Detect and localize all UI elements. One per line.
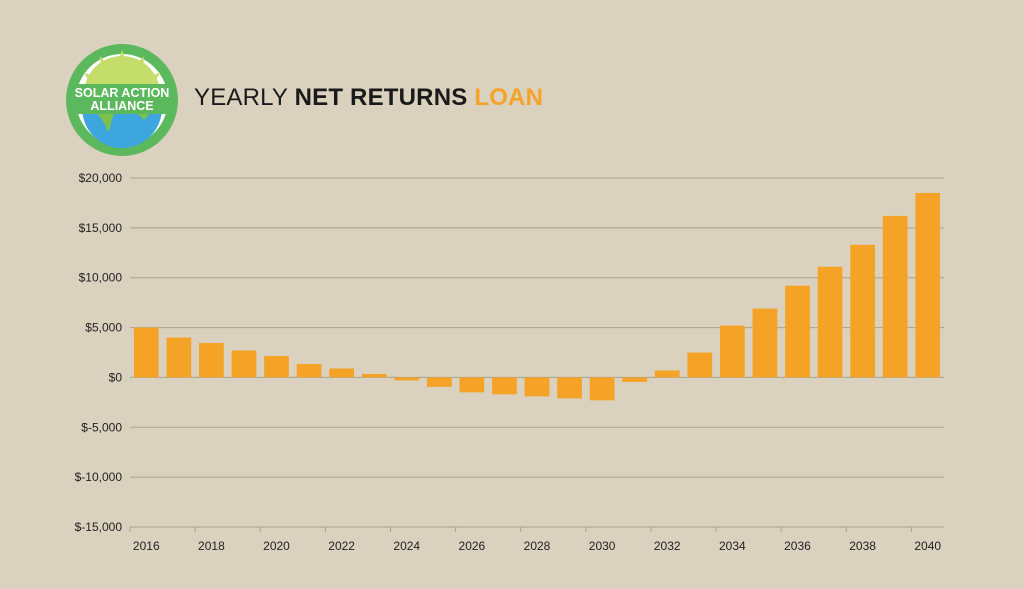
title-part-yearly: YEARLY: [194, 84, 288, 111]
bar-2038: [850, 244, 875, 378]
x-tick-label: 2034: [719, 539, 746, 553]
bar-2030: [589, 377, 615, 401]
bar-2026: [459, 377, 485, 393]
bar-2022: [329, 368, 355, 378]
bar-2024: [394, 377, 420, 381]
x-tick-label: 2022: [328, 539, 355, 553]
bar-2037: [817, 266, 843, 378]
x-tick-label: 2026: [459, 539, 486, 553]
x-axis: [129, 526, 944, 532]
bar-2025: [426, 377, 452, 387]
x-tick-label: 2018: [198, 539, 225, 553]
x-tick-label: 2032: [654, 539, 681, 553]
title-part-loan: LOAN: [474, 84, 544, 111]
title-part-net-returns: NET RETURNS: [294, 84, 468, 111]
y-tick-label: $10,000: [79, 271, 123, 285]
y-tick-label: $20,000: [79, 171, 123, 185]
bar-2032: [654, 370, 680, 378]
x-tick-label: 2024: [393, 539, 420, 553]
bar-2021: [296, 363, 322, 378]
bar-2018: [199, 343, 224, 378]
y-tick-label: $15,000: [79, 221, 123, 235]
y-tick-label: $-5,000: [81, 420, 122, 434]
y-tick-label: $-15,000: [75, 520, 123, 534]
y-tick-label: $-10,000: [75, 470, 123, 484]
bar-2031: [622, 377, 648, 382]
y-tick-label: $5,000: [85, 321, 122, 335]
bar-2033: [687, 352, 713, 378]
bar-2039: [882, 215, 908, 378]
x-axis-tick-labels: 2016 2018 2020 2022 2024 2026 2028 2030 2032 2034…: [133, 539, 941, 553]
x-tick-label: 2028: [524, 539, 551, 553]
page-title: YEARLY NET RETURNS LOAN: [194, 84, 543, 112]
bar-2040: [915, 192, 941, 378]
bar-2029: [557, 377, 582, 399]
solar-action-alliance-logo: SOLAR ACTION ALLIANCE: [66, 44, 178, 156]
bar-2016: [133, 327, 159, 378]
y-axis-tick-labels: $20,000 $15,000 $10,000 $5,000 $0 $-5,000 $-10…: [75, 171, 123, 534]
bar-2027: [492, 377, 517, 395]
bar-2035: [752, 308, 778, 378]
x-tick-label: 2030: [589, 539, 616, 553]
bar-2023: [361, 373, 387, 378]
bar-2017: [166, 337, 192, 378]
x-tick-label: 2016: [133, 539, 160, 553]
bar-2028: [524, 377, 550, 397]
bar-2034: [719, 325, 745, 378]
bar-2020: [264, 355, 289, 378]
bars: [133, 192, 941, 401]
x-tick-label: 2020: [263, 539, 290, 553]
y-tick-label: $0: [109, 370, 123, 384]
x-tick-label: 2036: [784, 539, 811, 553]
logo-text-line1: SOLAR ACTION: [75, 86, 170, 100]
x-tick-label: 2040: [914, 539, 941, 553]
bar-2019: [231, 350, 257, 378]
logo-text-line2: ALLIANCE: [90, 99, 153, 113]
x-tick-label: 2038: [849, 539, 876, 553]
bar-2036: [785, 285, 810, 378]
